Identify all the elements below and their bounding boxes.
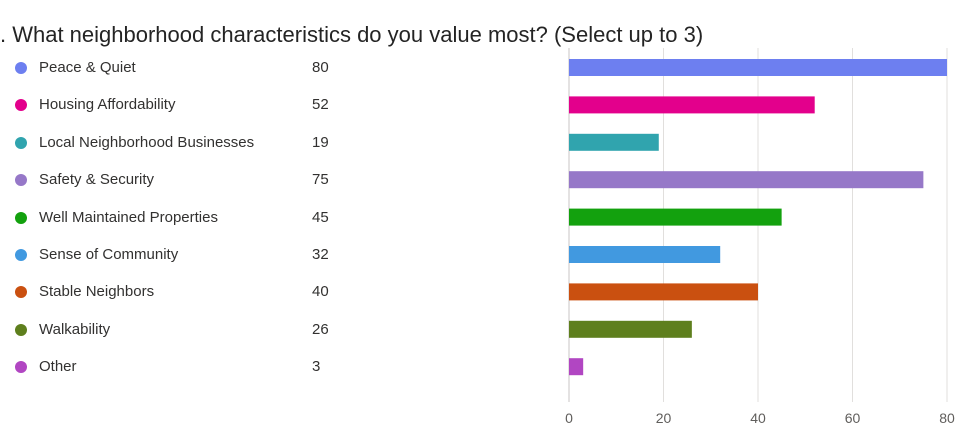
legend-item[interactable]: Safety & Security 75 (0, 170, 340, 190)
legend-count: 75 (312, 171, 329, 189)
bar-9[interactable] (569, 358, 584, 376)
legend-dot-icon (15, 323, 27, 336)
legend-label: Sense of Community (39, 246, 179, 263)
x-tick-label: 80 (939, 410, 955, 426)
bar-6[interactable] (569, 246, 721, 263)
legend-dot-icon (15, 286, 27, 299)
x-tick-label: 20 (656, 410, 672, 426)
legend-label: Walkability (39, 320, 111, 338)
legend-count: 32 (312, 246, 329, 263)
legend-item[interactable]: Local Neighborhood Businesses 19 (0, 133, 340, 153)
legend-item[interactable]: Stable Neighbors 40 (0, 282, 340, 302)
legend-label: Stable Neighbors (39, 283, 155, 301)
x-tick-label: 60 (845, 410, 861, 426)
legend-label: Other (39, 358, 77, 376)
legend-item[interactable]: Walkability 26 (0, 320, 340, 340)
legend-count: 52 (312, 96, 329, 114)
bar-5[interactable] (569, 208, 782, 226)
legend-count: 80 (312, 59, 329, 76)
bar-8[interactable] (569, 320, 692, 338)
legend-dot-icon (15, 99, 27, 112)
legend-item[interactable]: Other 3 (0, 357, 340, 377)
legend-label: Peace & Quiet (39, 59, 136, 76)
legend-count: 45 (312, 208, 329, 226)
legend-count: 26 (312, 320, 329, 338)
legend-dot-icon (15, 136, 27, 149)
legend-label: Housing Affordability (39, 96, 176, 114)
bar-4[interactable] (569, 171, 924, 189)
legend-label: Safety & Security (39, 171, 155, 189)
x-tick-label: 0 (565, 410, 573, 426)
legend-count: 40 (312, 283, 329, 301)
legend-dot-icon (15, 249, 27, 261)
legend-count: 3 (312, 358, 321, 376)
question-title: . What neighborhood characteristics do y… (0, 22, 704, 47)
bar-7[interactable] (569, 283, 758, 301)
legend-item[interactable]: Peace & Quiet 80 (0, 58, 340, 78)
legend-item[interactable]: Sense of Community 32 (0, 245, 340, 265)
legend-count: 19 (312, 133, 329, 151)
legend-dot-icon (15, 361, 27, 374)
x-tick-label: 40 (750, 410, 766, 426)
bar-1[interactable] (569, 59, 947, 76)
legend-item[interactable]: Well Maintained Properties 45 (0, 208, 340, 228)
bar-3[interactable] (569, 133, 659, 151)
legend-label: Local Neighborhood Businesses (39, 133, 255, 151)
legend-dot-icon (15, 174, 27, 187)
legend-label: Well Maintained Properties (39, 208, 218, 226)
legend-dot-icon (15, 211, 27, 224)
legend-item[interactable]: Housing Affordability 52 (0, 95, 340, 115)
bar-2[interactable] (569, 96, 815, 114)
legend-dot-icon (15, 62, 27, 74)
